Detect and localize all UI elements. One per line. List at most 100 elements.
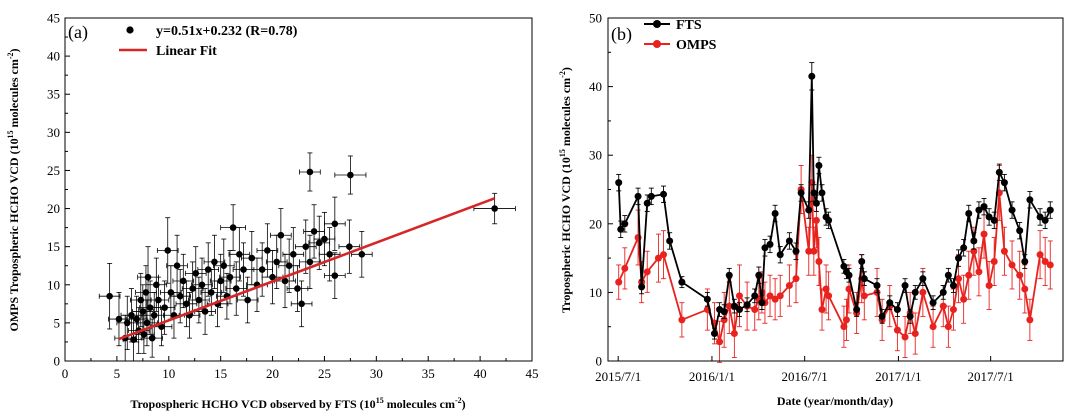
omps-point-35 <box>842 316 850 324</box>
fts-point-40 <box>858 258 866 266</box>
omps-point-24 <box>792 275 800 283</box>
fts-point-65 <box>1016 227 1024 235</box>
omps-point-57 <box>980 230 988 238</box>
fts-point-2 <box>621 220 629 228</box>
a-y-tick-label-5: 25 <box>47 163 60 178</box>
omps-series <box>615 154 1054 363</box>
fts-point-5 <box>643 199 651 207</box>
a-point-65 <box>331 220 339 228</box>
fts-point-22 <box>766 240 774 248</box>
a-point-63 <box>321 235 328 243</box>
b-panel-label: (b) <box>611 24 632 45</box>
a-point-26 <box>180 277 187 285</box>
a-legend: y=0.51x+0.232 (R=0.78) Linear Fit <box>119 24 298 59</box>
b-x-tick-label-2: 2016/7/1 <box>782 369 828 384</box>
a-point-61 <box>310 228 318 235</box>
a-point-58 <box>298 300 305 308</box>
fts-point-0 <box>615 179 623 187</box>
fts-point-68 <box>1036 213 1044 221</box>
a-x-axis-label: Tropospheric HCHO VCD observed by FTS (1… <box>130 396 465 411</box>
omps-point-62 <box>1008 261 1016 269</box>
fts-point-30 <box>810 189 818 197</box>
a-y-tick-label-2: 10 <box>47 277 60 292</box>
a-point-41 <box>226 273 234 281</box>
omps-point-64 <box>1021 285 1029 293</box>
omps-point-4 <box>643 268 651 276</box>
omps-point-30 <box>815 258 823 266</box>
a-point-17 <box>153 281 160 289</box>
a-point-36 <box>211 258 218 266</box>
b-x-tick-label-4: 2017/7/1 <box>968 369 1014 384</box>
omps-point-20 <box>766 292 774 300</box>
a-y-axis-label: OMPS Tropospheric HCHO VCD (1015 molecul… <box>6 48 21 331</box>
linear-fit-line <box>118 197 496 341</box>
fts-point-17 <box>743 301 751 309</box>
omps-point-33 <box>825 292 833 300</box>
fts-point-24 <box>776 251 784 259</box>
omps-point-26 <box>805 247 813 255</box>
a-y-tick-label-7: 35 <box>47 87 60 102</box>
omps-point-61 <box>1000 247 1008 255</box>
a-y-tick-label-8: 40 <box>47 49 60 64</box>
a-point-39 <box>220 262 228 270</box>
b-x-axis-label: Date (year/month/day) <box>777 394 893 408</box>
fts-point-33 <box>818 189 826 197</box>
a-point-50 <box>264 247 271 254</box>
fts-point-21 <box>761 244 769 252</box>
b-y-tick-label-0: 0 <box>596 354 603 369</box>
fts-point-26 <box>792 247 800 255</box>
a-point-38 <box>217 277 224 285</box>
a-legend-entry-fit: Linear Fit <box>156 44 217 59</box>
a-point-60 <box>306 258 314 266</box>
fts-point-25 <box>785 237 793 245</box>
fts-point-20 <box>758 299 766 307</box>
fts-point-32 <box>815 161 823 169</box>
omps-point-31 <box>818 306 826 314</box>
omps-point-52 <box>955 275 963 283</box>
omps-point-34 <box>840 323 848 331</box>
fts-point-61 <box>990 216 998 224</box>
omps-point-68 <box>1046 261 1054 269</box>
fts-point-11 <box>710 330 718 338</box>
a-y-tick-label-0: 0 <box>54 354 61 369</box>
b-legend-fts-label: FTS <box>676 18 702 33</box>
a-point-22 <box>167 289 175 296</box>
fts-point-23 <box>771 210 779 218</box>
fts-point-41 <box>860 275 868 283</box>
omps-point-56 <box>975 268 983 276</box>
a-point-33 <box>201 308 209 315</box>
fts-error-bars <box>616 62 1053 340</box>
a-axis-ticks: 0 5 10 15 20 25 30 35 40 45 0 5 10 15 20 25 30 35 40 45 <box>47 11 539 382</box>
a-x-tick-label-6: 30 <box>370 366 383 381</box>
omps-point-63 <box>1016 271 1024 279</box>
fts-point-56 <box>965 210 973 218</box>
omps-point-23 <box>785 282 793 290</box>
fts-point-13 <box>720 308 728 316</box>
b-legend-fts-marker <box>653 20 661 28</box>
a-point-18 <box>155 296 162 304</box>
a-point-46 <box>244 296 251 304</box>
a-point-15 <box>148 334 156 342</box>
fts-point-27 <box>797 189 805 197</box>
b-y-tick-label-5: 50 <box>589 11 602 26</box>
a-plot-frame <box>64 17 533 362</box>
fts-point-19 <box>755 271 763 279</box>
fts-point-9 <box>678 278 686 286</box>
b-y-axis-label: Tropospheric HCHO VCD (1015 molecules cm… <box>558 67 573 313</box>
fts-point-58 <box>975 206 983 214</box>
fts-point-10 <box>703 295 711 303</box>
a-point-55 <box>285 262 293 270</box>
omps-point-29 <box>812 216 820 224</box>
fts-point-67 <box>1026 196 1034 204</box>
omps-point-48 <box>929 323 937 331</box>
fts-point-18 <box>751 292 759 300</box>
fts-point-53 <box>949 282 957 290</box>
omps-point-22 <box>776 292 784 300</box>
omps-point-16 <box>751 306 759 314</box>
omps-point-13 <box>730 330 738 338</box>
omps-point-7 <box>678 316 686 324</box>
a-point-12 <box>143 319 151 327</box>
omps-point-39 <box>860 292 868 300</box>
omps-point-44 <box>901 333 909 341</box>
b-x-tick-label-1: 2016/1/1 <box>689 369 735 384</box>
